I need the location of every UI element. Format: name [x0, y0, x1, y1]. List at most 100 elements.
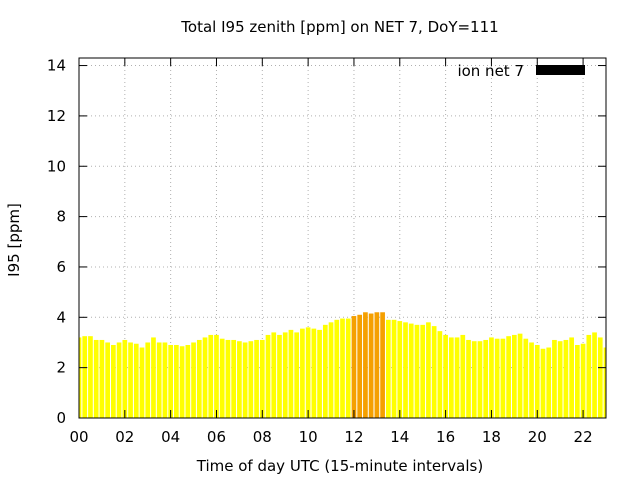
bar — [500, 338, 506, 418]
y-tick-label: 14 — [47, 57, 66, 75]
bar — [322, 324, 328, 418]
bar — [489, 337, 494, 418]
bar — [79, 337, 82, 418]
bar — [552, 339, 557, 418]
bar — [466, 339, 471, 418]
bar — [529, 342, 534, 418]
x-tick-label: 14 — [390, 428, 409, 446]
bar — [202, 337, 208, 418]
bar — [380, 312, 385, 418]
bar — [128, 342, 133, 418]
bar — [597, 337, 603, 418]
y-tick-label: 6 — [56, 258, 66, 276]
bar — [448, 337, 454, 418]
bar — [151, 337, 156, 418]
bar — [385, 319, 391, 418]
y-tick-label: 0 — [56, 409, 66, 427]
bar — [494, 338, 500, 418]
bar — [557, 341, 563, 418]
bar — [305, 327, 311, 418]
y-tick-label: 4 — [56, 308, 66, 326]
bar — [248, 341, 254, 418]
bar — [185, 344, 191, 418]
bar — [259, 339, 265, 418]
bar — [162, 342, 168, 418]
bar — [311, 328, 317, 418]
x-tick-label: 16 — [436, 428, 455, 446]
bar — [546, 347, 552, 418]
bar — [397, 321, 403, 418]
bar — [265, 334, 271, 418]
bar — [105, 342, 110, 418]
bar — [139, 347, 145, 418]
bar — [506, 336, 511, 418]
bar — [580, 343, 586, 418]
bar — [294, 332, 300, 418]
bar — [237, 341, 242, 418]
bar — [586, 334, 592, 418]
bar — [471, 341, 477, 418]
chart-title: Total I95 zenith [ppm] on NET 7, DoY=111 — [180, 18, 498, 36]
bar — [242, 342, 248, 418]
bar — [122, 339, 128, 418]
x-axis-label: Time of day UTC (15-minute intervals) — [196, 457, 483, 475]
bar — [368, 313, 374, 418]
bar — [563, 339, 569, 418]
bar — [540, 348, 546, 418]
bar — [357, 314, 363, 418]
bar — [511, 334, 517, 418]
bar — [340, 318, 345, 418]
x-tick-label: 04 — [161, 428, 180, 446]
bar — [592, 332, 597, 418]
bar — [477, 341, 483, 418]
bar — [116, 342, 122, 418]
bar — [351, 316, 357, 418]
legend-label: ion net 7 — [457, 62, 524, 80]
bar — [93, 339, 99, 418]
bar — [437, 331, 443, 418]
bar — [431, 326, 437, 418]
bar — [575, 344, 580, 418]
bar — [391, 319, 397, 418]
y-tick-label: 8 — [56, 208, 66, 226]
x-tick-label: 06 — [207, 428, 226, 446]
bar — [208, 334, 214, 418]
bar — [145, 342, 151, 418]
bar — [231, 339, 237, 418]
bar — [328, 322, 334, 418]
legend: ion net 7 — [457, 62, 585, 80]
bar — [426, 322, 431, 418]
bar — [174, 344, 179, 418]
x-tick-label: 08 — [253, 428, 272, 446]
bar — [133, 343, 139, 418]
y-tick-label: 2 — [56, 359, 66, 377]
bar — [517, 333, 523, 418]
bar — [403, 322, 408, 418]
bar — [460, 334, 466, 418]
bar — [363, 312, 368, 418]
x-tick-label: 02 — [115, 428, 134, 446]
x-tick-label: 00 — [69, 428, 88, 446]
bar — [156, 342, 162, 418]
bar — [420, 324, 426, 418]
bar — [569, 337, 574, 418]
bars — [79, 312, 606, 418]
x-tick-label: 20 — [528, 428, 547, 446]
bar — [99, 339, 105, 418]
ticks — [78, 58, 606, 419]
plot-frame — [78, 57, 607, 419]
bar — [603, 347, 606, 418]
bar — [317, 329, 322, 418]
bar — [523, 338, 529, 418]
bar — [219, 338, 225, 418]
y-tick-label: 10 — [47, 157, 66, 175]
x-tick-label: 12 — [344, 428, 363, 446]
bar — [534, 344, 540, 418]
bar — [111, 344, 116, 418]
bar — [179, 346, 185, 418]
bar — [196, 339, 202, 418]
bar — [254, 339, 259, 418]
bar — [408, 323, 414, 418]
